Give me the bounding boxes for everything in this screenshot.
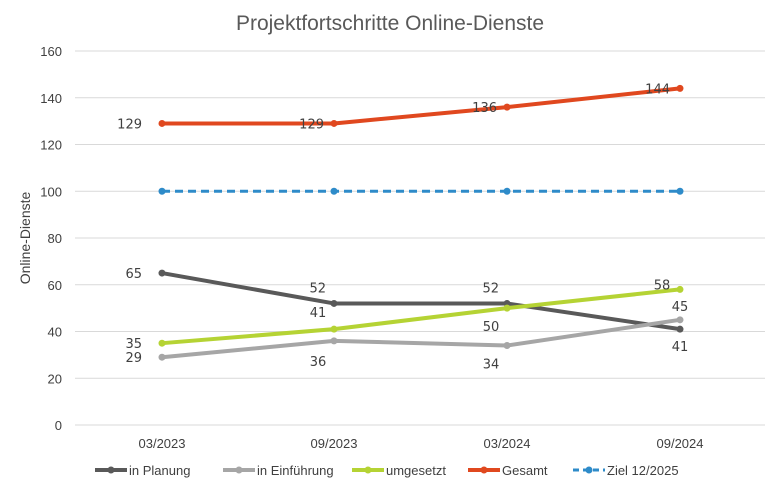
y-tick-label: 20 bbox=[48, 371, 62, 386]
data-point bbox=[676, 187, 684, 195]
y-tick-label: 60 bbox=[48, 278, 62, 293]
legend-label: in Einführung bbox=[257, 463, 334, 478]
data-label: 45 bbox=[672, 300, 689, 315]
y-axis-label: Online-Dienste bbox=[17, 191, 33, 284]
legend: in Planung in Einführung umgesetzt Gesamt Zi… bbox=[95, 463, 679, 478]
data-label: 50 bbox=[483, 320, 500, 335]
y-tick-label: 120 bbox=[40, 138, 62, 153]
data-point bbox=[503, 304, 511, 312]
chart-title: Projektfortschritte Online-Dienste bbox=[236, 12, 544, 35]
data-point bbox=[676, 84, 684, 92]
data-label: 129 bbox=[117, 117, 142, 132]
legend-marker bbox=[585, 466, 593, 474]
data-label-layer: 65 52 52 41 29 36 34 45 35 41 50 58 129 129 136 144 bbox=[117, 82, 688, 372]
data-point bbox=[330, 119, 338, 127]
data-point bbox=[503, 187, 511, 195]
data-point bbox=[158, 269, 166, 277]
data-point bbox=[503, 103, 511, 111]
data-label: 34 bbox=[483, 358, 500, 373]
data-label: 58 bbox=[654, 278, 671, 293]
y-tick-label: 160 bbox=[40, 44, 62, 59]
x-tick-label: 09/2024 bbox=[657, 436, 704, 451]
y-tick-label: 100 bbox=[40, 184, 62, 199]
data-point bbox=[330, 337, 338, 345]
data-point bbox=[330, 299, 338, 307]
legend-marker bbox=[364, 466, 372, 474]
y-tick-label: 40 bbox=[48, 325, 62, 340]
y-tick-label: 0 bbox=[55, 418, 62, 433]
data-label: 35 bbox=[125, 337, 142, 352]
data-label: 65 bbox=[125, 267, 142, 282]
legend-label: Ziel 12/2025 bbox=[607, 463, 679, 478]
data-label: 129 bbox=[299, 117, 324, 132]
data-label: 36 bbox=[310, 355, 327, 370]
y-tick-labels: 0 20 40 60 80 100 120 140 160 bbox=[40, 44, 62, 433]
x-tick-label: 03/2024 bbox=[484, 436, 531, 451]
data-label: 144 bbox=[645, 82, 670, 97]
x-tick-labels: 03/2023 09/2023 03/2024 09/2024 bbox=[139, 436, 704, 451]
legend-label: umgesetzt bbox=[386, 463, 446, 478]
data-label: 136 bbox=[472, 101, 497, 116]
data-point bbox=[158, 119, 166, 127]
legend-marker bbox=[235, 466, 243, 474]
series-line-0 bbox=[160, 271, 682, 332]
series-line-3 bbox=[160, 86, 682, 126]
data-point bbox=[676, 285, 684, 293]
data-label: 52 bbox=[309, 281, 326, 296]
y-tick-label: 140 bbox=[40, 91, 62, 106]
legend-label: in Planung bbox=[129, 463, 190, 478]
data-point bbox=[158, 339, 166, 347]
series-line-2 bbox=[160, 287, 682, 346]
data-label: 52 bbox=[482, 281, 499, 296]
data-label: 41 bbox=[310, 306, 327, 321]
data-point bbox=[330, 325, 338, 333]
legend-marker bbox=[107, 466, 115, 474]
legend-marker bbox=[480, 466, 488, 474]
data-label: 41 bbox=[672, 340, 689, 355]
grid-layer bbox=[75, 50, 765, 426]
data-point bbox=[676, 325, 684, 333]
data-point bbox=[676, 316, 684, 324]
data-point bbox=[330, 187, 338, 195]
data-point bbox=[158, 353, 166, 361]
series-layer bbox=[158, 84, 684, 361]
series-line-1 bbox=[160, 317, 682, 360]
x-tick-label: 09/2023 bbox=[311, 436, 358, 451]
legend-label: Gesamt bbox=[502, 463, 548, 478]
x-tick-label: 03/2023 bbox=[139, 436, 186, 451]
data-point bbox=[158, 187, 166, 195]
data-label: 29 bbox=[125, 351, 142, 366]
y-tick-label: 80 bbox=[48, 231, 62, 246]
data-point bbox=[503, 342, 511, 350]
